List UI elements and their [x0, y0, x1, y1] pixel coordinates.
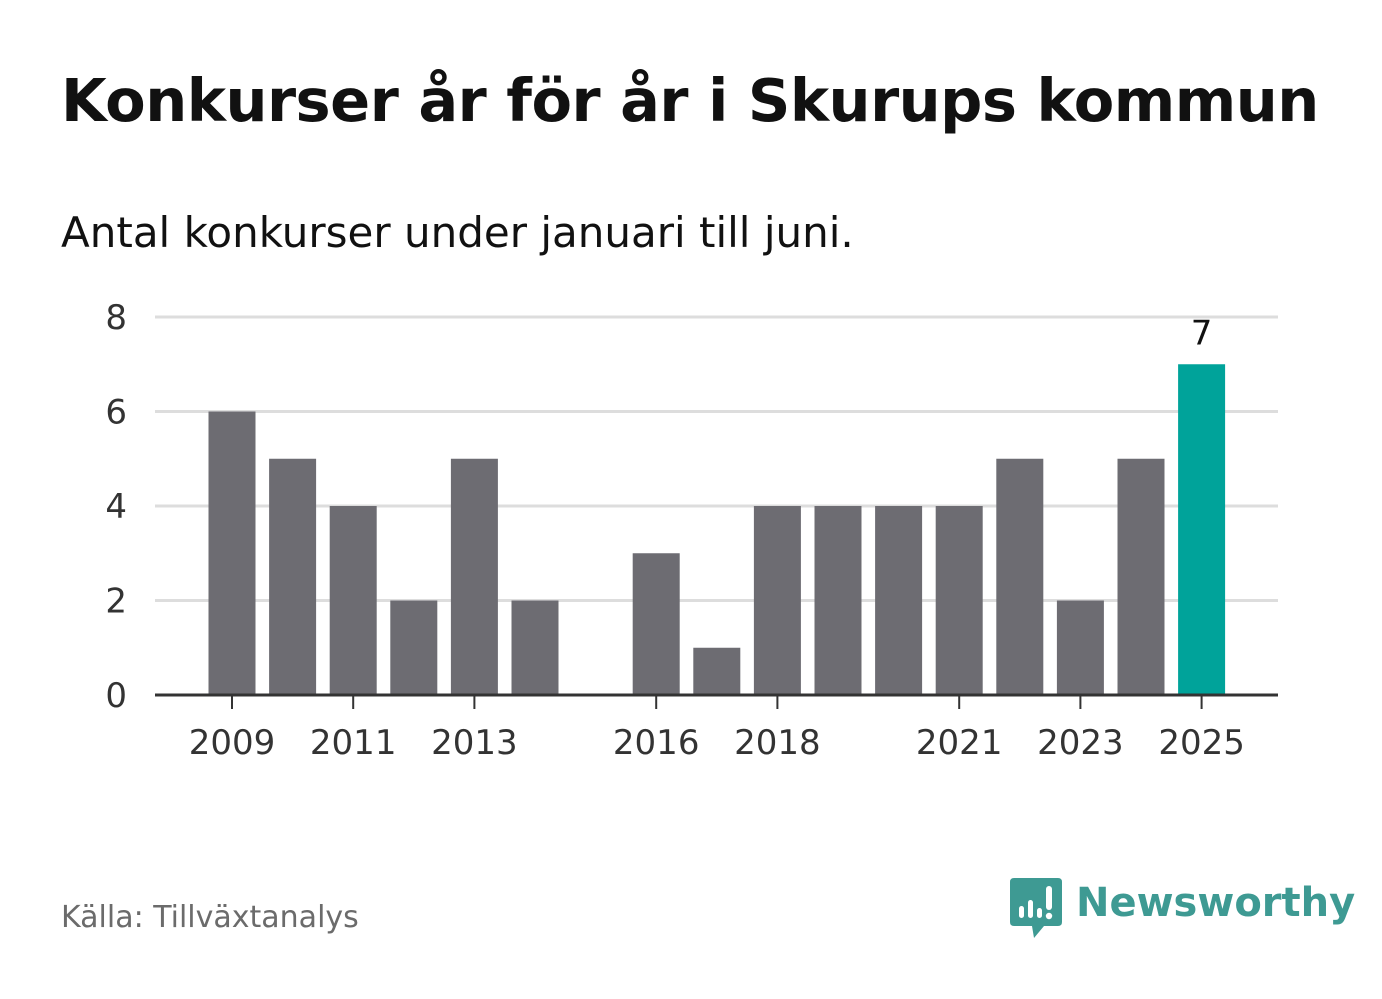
- bar-2017: [693, 647, 741, 695]
- y-tick-label: 4: [105, 487, 127, 527]
- chart-subtitle: Antal konkurser under januari till juni.: [61, 208, 854, 257]
- labels: 0 2 4 6 8 2009 2011 2013 2016 2018 2021 2023 2025 7: [105, 298, 1245, 763]
- x-tick-label: 2018: [734, 723, 821, 763]
- bar-2009: [208, 411, 256, 695]
- chart-title: Konkurser år för år i Skurups kommun: [61, 66, 1319, 135]
- bar-2011: [329, 506, 377, 695]
- axes: [155, 693, 1278, 709]
- bar-2023: [1056, 600, 1104, 695]
- bar-2022: [996, 458, 1044, 695]
- x-tick-label: 2011: [310, 723, 397, 763]
- bar-2012: [390, 600, 438, 695]
- bar-2010: [269, 458, 317, 695]
- bar-chart-speech-bubble-icon: [1010, 878, 1062, 938]
- brand-logo: Newsworthy: [1010, 878, 1355, 940]
- y-tick-label: 2: [105, 582, 127, 622]
- bar-2018: [753, 506, 801, 695]
- gridlines: [155, 315, 1278, 602]
- bar-2019: [814, 506, 862, 695]
- brand-name: Newsworthy: [1076, 880, 1356, 926]
- y-tick-label: 8: [105, 298, 127, 338]
- bar-2025: [1178, 364, 1226, 695]
- x-tick-label: 2013: [431, 723, 518, 763]
- x-tick-label: 2025: [1158, 723, 1245, 763]
- x-tick-label: 2009: [189, 723, 276, 763]
- bar-2020: [875, 506, 923, 695]
- bar-2014: [511, 600, 559, 695]
- source-note: Källa: Tillväxtanalys: [61, 900, 359, 935]
- x-tick-label: 2016: [613, 723, 700, 763]
- y-tick-label: 6: [105, 393, 127, 433]
- bar-2013: [450, 458, 498, 695]
- bar-2021: [935, 506, 983, 695]
- x-tick-label: 2021: [916, 723, 1003, 763]
- data-label: 7: [1191, 313, 1213, 353]
- y-tick-label: 0: [105, 676, 127, 716]
- bar-2024: [1117, 458, 1165, 695]
- bar-2016: [632, 553, 680, 695]
- bars: [208, 364, 1226, 695]
- x-tick-label: 2023: [1037, 723, 1124, 763]
